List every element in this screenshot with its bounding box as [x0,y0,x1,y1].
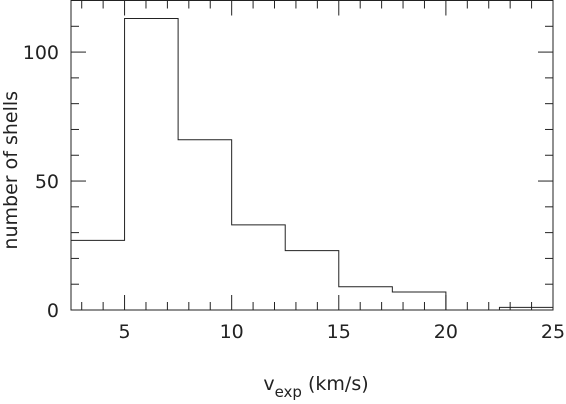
x-axis-title-units: (km/s) [302,373,369,395]
x-tick-label: 10 [220,321,244,343]
histogram-steps [71,18,553,311]
plot-frame [70,0,554,311]
minor-ticks [71,0,553,310]
x-tick-label: 15 [327,321,351,343]
x-tick-labels: 5 10 15 20 25 [119,321,566,343]
y-axis-title: number of shells [0,91,22,250]
x-tick-label: 25 [541,321,565,343]
x-axis-title-subscript: exp [275,383,302,401]
x-tick-label: 20 [434,321,458,343]
y-tick-label: 50 [35,171,59,193]
y-tick-labels: 0 50 100 [23,42,59,322]
x-tick-label: 5 [119,321,131,343]
x-axis-title-main: v [263,373,274,395]
y-tick-label: 0 [47,300,59,322]
y-tick-label: 100 [23,42,59,64]
major-ticks [71,0,554,311]
x-axis-title: vexp (km/s) [263,373,368,401]
